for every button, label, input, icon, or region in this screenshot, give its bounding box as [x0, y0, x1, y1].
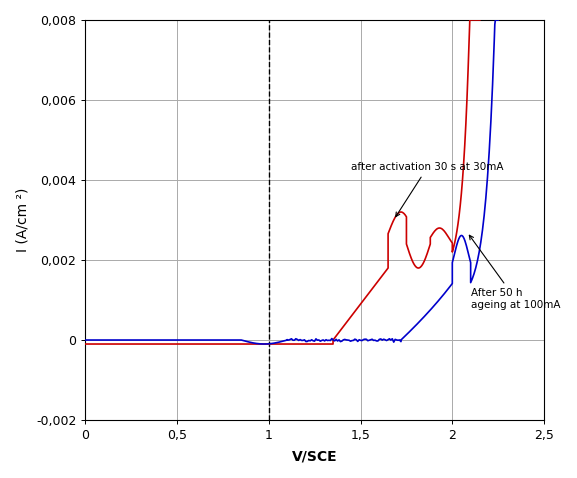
- Text: after activation 30 s at 30mA: after activation 30 s at 30mA: [351, 162, 504, 217]
- Text: After 50 h
ageing at 100mA: After 50 h ageing at 100mA: [469, 235, 560, 310]
- X-axis label: V/SCE: V/SCE: [292, 449, 338, 463]
- Y-axis label: I (A/cm ²): I (A/cm ²): [15, 188, 29, 252]
